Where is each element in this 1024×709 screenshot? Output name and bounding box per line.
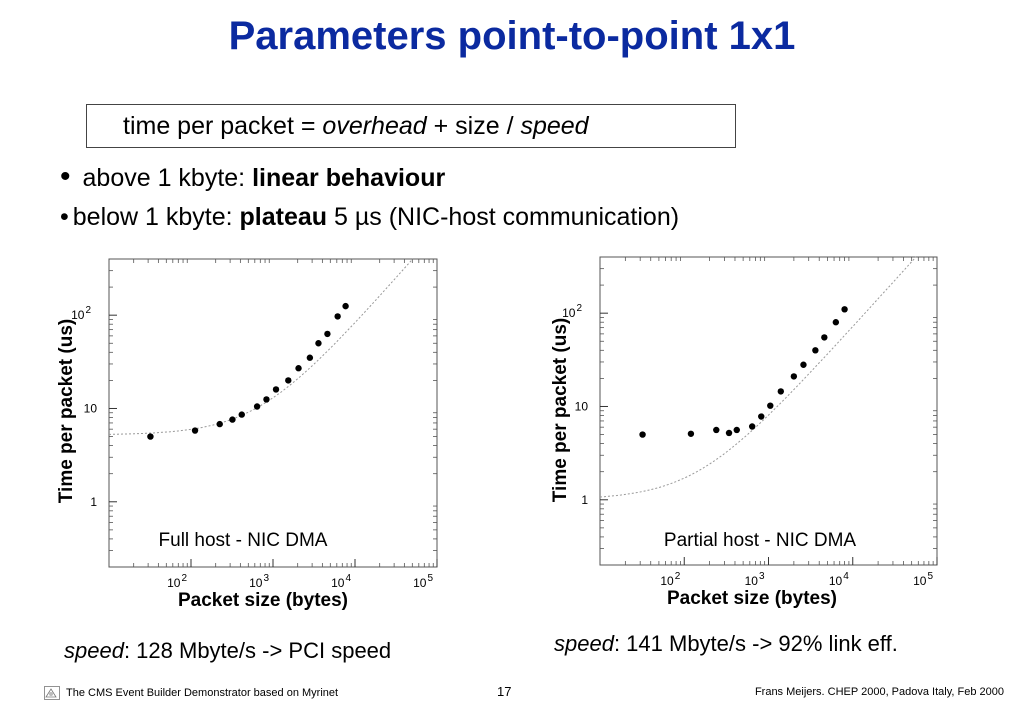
data-point — [725, 429, 733, 437]
data-point — [306, 354, 314, 361]
speed-note-text: : 128 Mbyte/s -> PCI speed — [123, 638, 392, 663]
data-point — [272, 386, 280, 393]
data-point — [315, 340, 322, 347]
x-tick-label: 104 — [829, 571, 849, 588]
x-tick-label: 103 — [745, 571, 765, 588]
data-point — [800, 361, 807, 368]
footer-right: Frans Meijers. CHEP 2000, Padova Italy, … — [754, 686, 1004, 698]
bullet-linear: • above 1 kbyte: linear behaviour — [60, 160, 445, 194]
speed-note-label: speed — [554, 631, 614, 656]
data-point — [841, 306, 848, 313]
speed-note-text: : 141 Mbyte/s -> 92% link eff. — [613, 631, 898, 656]
data-point — [639, 431, 646, 438]
x-axis-label: Packet size (bytes) — [667, 588, 837, 609]
cms-logo-icon — [44, 686, 60, 700]
data-point — [238, 411, 245, 418]
chart-caption: Full host - NIC DMA — [159, 530, 328, 551]
data-point — [832, 319, 840, 326]
bullet-marker: • — [60, 203, 69, 231]
page-number: 17 — [497, 684, 512, 699]
x-tick-label: 102 — [167, 573, 187, 590]
data-point — [748, 423, 756, 430]
data-point — [324, 330, 331, 338]
formula-speed: speed — [520, 112, 589, 140]
formula-overhead: overhead — [322, 112, 427, 140]
data-point — [285, 377, 292, 384]
data-point — [147, 433, 154, 440]
data-point — [812, 347, 819, 354]
plot-frame — [108, 258, 438, 568]
plot-frame — [599, 256, 938, 566]
x-tick-label: 102 — [660, 571, 680, 588]
formula-plus: + size / — [426, 112, 521, 140]
data-point — [777, 388, 785, 395]
speed-note-partial-host: speed: 141 Mbyte/s -> 92% link eff. — [554, 631, 898, 657]
data-point — [821, 334, 828, 341]
data-point — [713, 426, 720, 434]
formula-box: time per packet = overhead + size / spee… — [86, 104, 736, 148]
bullet-text: below 1 kbyte: — [72, 203, 240, 231]
footer-left-text: The CMS Event Builder Demonstrator based… — [66, 687, 339, 699]
speed-note-full-host: speed: 128 Mbyte/s -> PCI speed — [64, 638, 391, 664]
bullet-text: above 1 kbyte: — [82, 164, 253, 192]
data-point — [334, 313, 341, 320]
formula-eq: = — [293, 112, 323, 140]
bullet-bold: plateau — [239, 203, 328, 231]
data-point — [229, 416, 236, 423]
x-tick-label: 103 — [249, 573, 269, 590]
x-tick-label: 105 — [413, 573, 433, 590]
bullet-plateau: • below 1 kbyte: plateau 5 µs (NIC-host c… — [60, 203, 679, 232]
x-tick-label: 105 — [913, 571, 933, 588]
data-point — [191, 427, 199, 434]
y-axis-label: Time per packet (us) — [56, 319, 77, 503]
data-point — [295, 365, 302, 372]
data-point — [263, 396, 270, 403]
bullet-bold: linear behaviour — [252, 164, 446, 192]
data-point — [790, 373, 798, 380]
data-point — [687, 430, 695, 437]
speed-note-label: speed — [64, 638, 124, 663]
fit-curve — [599, 256, 917, 498]
y-tick-label: 10 — [84, 401, 98, 415]
y-tick-label: 1 — [581, 493, 588, 507]
chart-caption: Partial host - NIC DMA — [664, 530, 856, 551]
y-axis-label: Time per packet (us) — [550, 318, 571, 502]
y-tick-label: 102 — [562, 303, 582, 320]
x-tick-label: 104 — [331, 573, 351, 590]
formula-lhs: time per packet — [123, 112, 294, 140]
bullet-marker: • — [60, 160, 71, 193]
y-tick-label: 10 — [575, 399, 589, 413]
footer-left: The CMS Event Builder Demonstrator based… — [44, 686, 338, 700]
y-tick-label: 1 — [90, 495, 97, 509]
x-axis-label: Packet size (bytes) — [178, 590, 348, 611]
bullet-rest: 5 µs (NIC-host communication) — [327, 203, 680, 231]
slide-title: Parameters point-to-point 1x1 — [228, 14, 796, 58]
data-point — [733, 426, 740, 434]
data-point — [253, 403, 261, 410]
fit-curve — [108, 258, 414, 435]
data-point — [342, 302, 349, 310]
data-point — [767, 402, 774, 409]
data-point — [216, 420, 223, 428]
data-point — [758, 413, 765, 420]
